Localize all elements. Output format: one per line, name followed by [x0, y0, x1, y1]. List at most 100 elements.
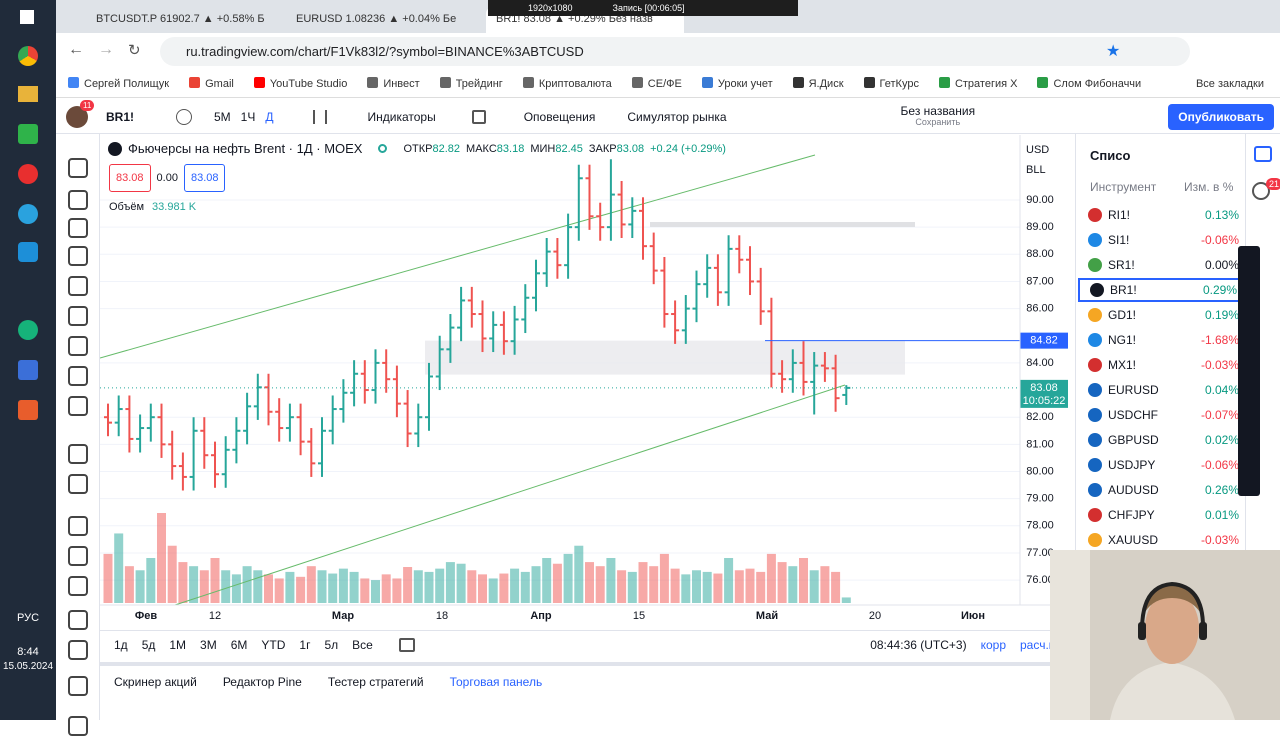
bookmark[interactable]: Сергей Полищук: [68, 77, 169, 90]
range-button[interactable]: 3М: [200, 637, 217, 652]
alerts[interactable]: Оповещения: [523, 109, 596, 124]
symbol: USDJPY: [1108, 458, 1156, 472]
watchlist-row[interactable]: RI1! 0.13%: [1078, 203, 1243, 227]
watchlist-row[interactable]: GD1! 0.19%: [1078, 303, 1243, 327]
drawing-tool[interactable]: [68, 444, 88, 464]
range-button[interactable]: 1г: [299, 637, 311, 652]
all-bookmarks[interactable]: Все закладки: [1195, 77, 1264, 90]
bid[interactable]: 83.08: [109, 164, 151, 192]
range-button[interactable]: 1М: [169, 637, 187, 652]
chrome-icon[interactable]: [18, 46, 38, 66]
reload-button[interactable]: ↻: [128, 42, 141, 59]
bookmark[interactable]: CE/ФЕ: [631, 77, 682, 90]
app-icon[interactable]: [18, 320, 38, 340]
record-icon[interactable]: [18, 164, 38, 184]
app-icon[interactable]: [18, 400, 38, 420]
indicators[interactable]: Индикаторы: [367, 109, 436, 124]
browser-tab[interactable]: EURUSD 1.08236 ▲ +0.04% Бе: [296, 13, 457, 25]
templates[interactable]: [471, 109, 486, 124]
drawing-tool[interactable]: [68, 676, 88, 696]
bookmark[interactable]: ГетКурс: [863, 77, 919, 90]
back-button[interactable]: ←: [68, 41, 84, 58]
drawing-tool[interactable]: [68, 610, 88, 630]
language[interactable]: РУС: [16, 612, 40, 624]
panel-tab[interactable]: Тестер стратегий: [327, 675, 424, 689]
date-range-button[interactable]: [398, 637, 415, 652]
ask[interactable]: 83.08: [183, 164, 226, 192]
symbol-search[interactable]: BR1!: [106, 109, 135, 124]
panel-tab[interactable]: Скринер акций: [114, 675, 197, 689]
watchlist-row[interactable]: EURUSD 0.04%: [1078, 378, 1243, 402]
drawing-tool[interactable]: [68, 366, 88, 386]
drawing-tool[interactable]: [68, 474, 88, 494]
add-symbol[interactable]: [176, 108, 192, 125]
watchlist-row[interactable]: MX1! -0.03%: [1078, 353, 1243, 377]
avatar[interactable]: 11: [66, 99, 95, 128]
range-button[interactable]: 5д: [141, 637, 156, 652]
interval[interactable]: 1Ч: [240, 109, 256, 124]
drawing-tool[interactable]: [68, 218, 88, 238]
chart-type[interactable]: [313, 109, 328, 124]
adj-button[interactable]: корр: [980, 637, 1006, 652]
watchlist-row[interactable]: GBPUSD 0.02%: [1078, 428, 1243, 452]
drawing-tool[interactable]: [68, 306, 88, 326]
drawing-tool[interactable]: [68, 640, 88, 660]
drawing-tool[interactable]: [68, 158, 88, 178]
watchlist-row[interactable]: SR1! 0.00%: [1078, 253, 1243, 277]
drawing-tool[interactable]: [68, 716, 88, 736]
interval[interactable]: Д: [265, 109, 274, 124]
watchlist-row[interactable]: USDJPY -0.06%: [1078, 453, 1243, 477]
watchlist-row[interactable]: XAUUSD -0.03%: [1078, 528, 1243, 552]
panel-tab[interactable]: Редактор Pine: [222, 675, 302, 689]
drawing-tool[interactable]: [68, 546, 88, 566]
bookmark[interactable]: YouTube Studio: [253, 77, 347, 90]
app-icon[interactable]: [18, 242, 38, 262]
folder-icon[interactable]: [18, 86, 38, 102]
column-header[interactable]: Изм. в %: [1184, 180, 1234, 194]
drawing-tool[interactable]: [68, 190, 88, 210]
panel-tab[interactable]: Торговая панель: [449, 675, 543, 689]
drawing-tool[interactable]: [68, 276, 88, 296]
telegram-icon[interactable]: [18, 204, 38, 224]
range-button[interactable]: 5л: [324, 637, 339, 652]
app-icon[interactable]: [18, 124, 38, 144]
interval[interactable]: 5М: [214, 109, 231, 124]
forward-button[interactable]: →: [98, 41, 114, 58]
bookmark-star[interactable]: ★: [1106, 43, 1121, 60]
bookmark[interactable]: Трейдинг: [439, 77, 503, 90]
watchlist-row[interactable]: SI1! -0.06%: [1078, 228, 1243, 252]
range-button[interactable]: YTD: [261, 637, 286, 652]
browser-tab[interactable]: BTCUSDT.P 61902.7 ▲ +0.58% Б: [96, 13, 265, 25]
bookmark[interactable]: Инвест: [367, 77, 420, 90]
watchlist-row[interactable]: AUDUSD 0.26%: [1078, 478, 1243, 502]
bookmark[interactable]: Gmail: [189, 77, 234, 90]
bookmark[interactable]: Слом Фибоначчи: [1037, 77, 1141, 90]
range-button[interactable]: 1д: [114, 637, 128, 652]
bookmark[interactable]: Я.Диск: [792, 77, 844, 90]
publish-button[interactable]: Опубликовать: [1168, 103, 1274, 130]
app-icon[interactable]: [18, 360, 38, 380]
drawing-tool[interactable]: [68, 396, 88, 416]
bookmark[interactable]: Уроки учет: [701, 77, 773, 90]
alerts-button[interactable]: [1252, 182, 1270, 200]
watchlist-row[interactable]: NG1! -1.68%: [1078, 328, 1243, 352]
watchlist-button[interactable]: [1254, 146, 1272, 162]
watchlist-row[interactable]: CHFJPY 0.01%: [1078, 503, 1243, 527]
column-header[interactable]: Инструмент: [1090, 180, 1157, 194]
watchlist-row[interactable]: BR1! 0.29%: [1078, 278, 1243, 302]
watchlist-row[interactable]: USDCHF -0.07%: [1078, 403, 1243, 427]
drawing-tool[interactable]: [68, 246, 88, 266]
bookmark[interactable]: Стратегия X: [938, 77, 1017, 90]
bookmark[interactable]: Криптовалюта: [522, 77, 612, 90]
drawing-tool[interactable]: [68, 576, 88, 596]
replay[interactable]: Симулятор рынка: [627, 109, 727, 124]
drawing-tool[interactable]: [68, 336, 88, 356]
watchlist-title[interactable]: Списо: [1090, 148, 1131, 163]
url-field[interactable]: ru.tradingview.com/chart/F1Vk83l2/?symbo…: [160, 37, 1190, 66]
layout-name-box[interactable]: Без названия Сохранить: [901, 105, 976, 128]
floating-drawing-toolbar[interactable]: [1238, 246, 1260, 496]
range-button[interactable]: 6М: [230, 637, 248, 652]
range-button[interactable]: Все: [352, 637, 373, 652]
start-button[interactable]: [20, 10, 34, 24]
drawing-tool[interactable]: [68, 516, 88, 536]
